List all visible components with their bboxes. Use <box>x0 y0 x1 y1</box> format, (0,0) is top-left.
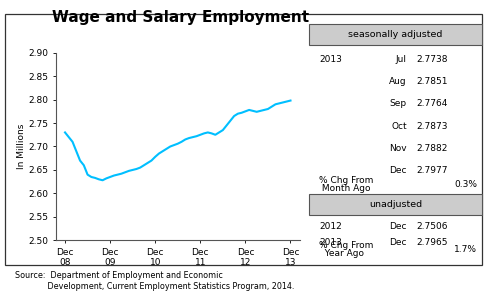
Text: Sep: Sep <box>390 99 407 108</box>
Text: Nov: Nov <box>389 144 407 153</box>
Text: Month Ago: Month Ago <box>319 185 371 193</box>
Y-axis label: In Millions: In Millions <box>17 124 26 169</box>
Text: 2.7882: 2.7882 <box>416 144 448 153</box>
Text: 2.7764: 2.7764 <box>416 99 448 108</box>
Text: 2.7851: 2.7851 <box>416 77 448 86</box>
Text: 2.7506: 2.7506 <box>416 222 448 231</box>
Text: Wage and Salary Employment: Wage and Salary Employment <box>52 10 309 25</box>
Text: % Chg From: % Chg From <box>319 241 374 250</box>
Text: Source:  Department of Employment and Economic: Source: Department of Employment and Eco… <box>15 271 223 280</box>
Text: Aug: Aug <box>389 77 407 86</box>
Text: 2013: 2013 <box>319 238 342 247</box>
Text: Oct: Oct <box>391 122 407 131</box>
Text: 2.7873: 2.7873 <box>416 122 448 131</box>
Text: 2.7965: 2.7965 <box>416 238 448 247</box>
Text: 0.3%: 0.3% <box>454 180 477 189</box>
Text: 2.7738: 2.7738 <box>416 55 448 64</box>
Text: 2012: 2012 <box>319 222 342 231</box>
Text: Dec: Dec <box>389 222 407 231</box>
Text: Development, Current Employment Statistics Program, 2014.: Development, Current Employment Statisti… <box>15 282 294 291</box>
Text: 2.7977: 2.7977 <box>416 166 448 175</box>
Text: 2013: 2013 <box>319 55 342 64</box>
Text: Year Ago: Year Ago <box>319 249 364 258</box>
Text: Jul: Jul <box>395 55 407 64</box>
Text: 1.7%: 1.7% <box>454 245 477 254</box>
Text: Dec: Dec <box>389 166 407 175</box>
Text: seasonally adjusted: seasonally adjusted <box>349 30 443 39</box>
Text: unadjusted: unadjusted <box>369 200 422 209</box>
Text: Dec: Dec <box>389 238 407 247</box>
Text: % Chg From: % Chg From <box>319 176 374 185</box>
